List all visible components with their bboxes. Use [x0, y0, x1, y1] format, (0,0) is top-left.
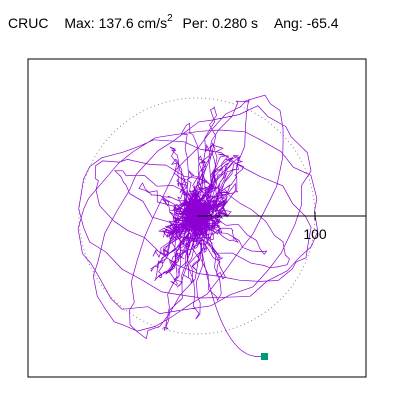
ang-value: -65.4 [306, 15, 339, 31]
chart-header: CRUC Max: 137.6 cm/s2 Per: 0.280 s Ang: … [8, 13, 339, 31]
per-value: 0.280 [212, 15, 248, 31]
station-code: CRUC [8, 15, 49, 31]
max-label: Max: [64, 15, 95, 31]
ang-label: Ang: [273, 15, 303, 31]
per-unit: s [251, 15, 259, 31]
plot-frame [27, 58, 367, 378]
acceleration-trace [77, 94, 319, 357]
per-label: Per: [182, 15, 209, 31]
trace-end-marker [261, 353, 268, 360]
trace-path [77, 94, 319, 357]
max-value: 137.6 [98, 15, 134, 31]
axis-tick-label: 100 [303, 226, 327, 242]
max-unit-exponent: 2 [167, 13, 173, 24]
max-unit: cm/s [137, 15, 168, 31]
